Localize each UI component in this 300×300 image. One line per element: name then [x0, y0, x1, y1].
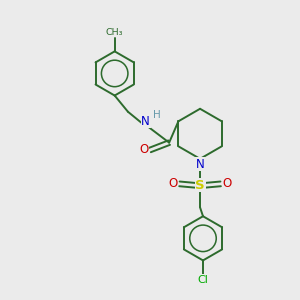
Text: O: O [223, 177, 232, 190]
Text: H: H [154, 110, 161, 120]
Text: CH₃: CH₃ [106, 28, 123, 37]
Text: O: O [168, 177, 178, 190]
Text: S: S [195, 179, 205, 192]
Text: Cl: Cl [198, 274, 208, 285]
Text: N: N [196, 158, 204, 171]
Text: O: O [139, 143, 148, 156]
Text: N: N [141, 115, 150, 128]
